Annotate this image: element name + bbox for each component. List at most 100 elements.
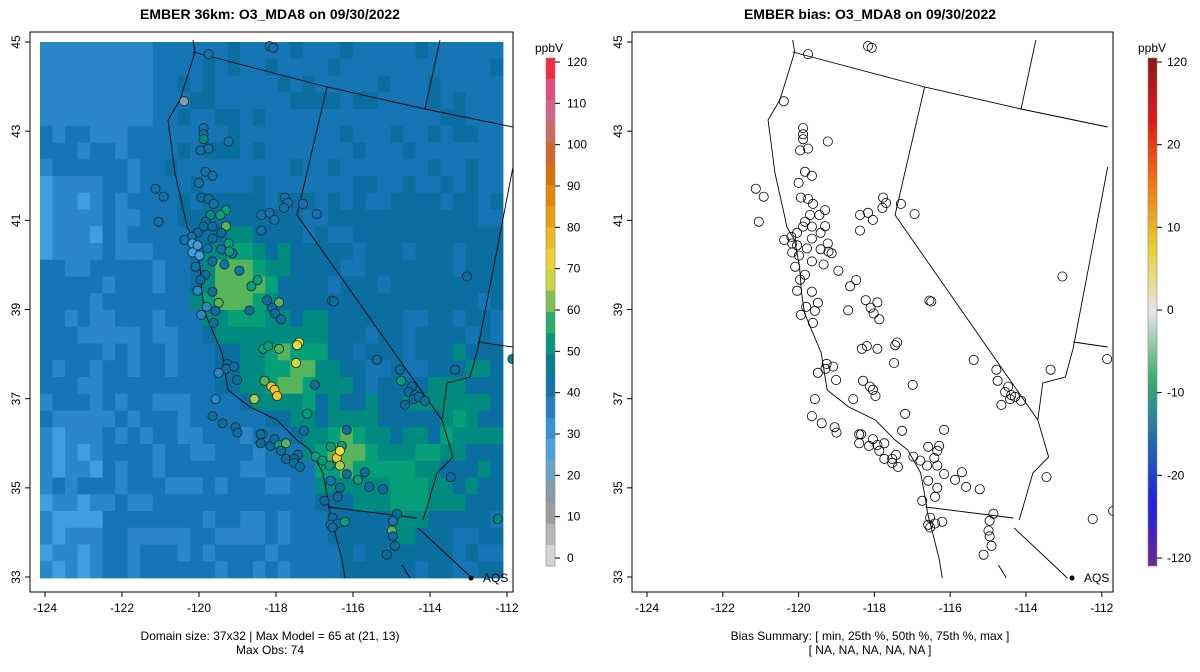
- grid-cell: [90, 75, 103, 93]
- grid-cell: [152, 92, 166, 110]
- grid-cell: [277, 527, 291, 545]
- grid-cell: [277, 92, 291, 110]
- grid-cell: [452, 192, 466, 210]
- grid-cell: [490, 209, 504, 227]
- grid-cell: [140, 293, 154, 311]
- grid-cell: [377, 226, 391, 244]
- grid-cell: [215, 92, 229, 110]
- grid-cell: [115, 444, 128, 462]
- station-marker: [332, 491, 343, 502]
- grid-cell: [315, 176, 329, 194]
- y-tick-label: 43: [9, 124, 23, 138]
- grid-cell: [102, 192, 116, 210]
- grid-cell: [327, 159, 341, 177]
- grid-cell: [52, 511, 66, 529]
- grid-cell: [377, 410, 391, 428]
- grid-cell: [465, 75, 479, 93]
- grid-cell: [77, 42, 91, 60]
- station-marker: [256, 225, 267, 236]
- grid-cell: [465, 109, 479, 127]
- grid-cell: [90, 310, 103, 328]
- grid-cell: [290, 527, 304, 545]
- grid-cell: [440, 176, 454, 194]
- grid-cell: [227, 75, 241, 93]
- grid-cell: [202, 544, 216, 562]
- grid-cell: [177, 109, 191, 127]
- grid-cell: [90, 427, 103, 445]
- grid-cell: [227, 310, 241, 328]
- grid-cell: [477, 125, 491, 143]
- station-marker: [210, 305, 221, 316]
- grid-cell: [127, 125, 141, 143]
- grid-cell: [427, 326, 441, 344]
- y-tick-label: 33: [611, 570, 625, 584]
- grid-cell: [402, 494, 416, 512]
- grid-cell: [240, 477, 254, 495]
- grid-cell: [115, 427, 128, 445]
- grid-cell: [252, 125, 266, 143]
- grid-cell: [340, 544, 354, 562]
- grid-cell: [102, 460, 116, 478]
- grid-cell: [52, 410, 66, 428]
- grid-cell: [390, 192, 404, 210]
- grid-cell: [152, 494, 166, 512]
- grid-cell: [40, 310, 53, 328]
- grid-cell: [202, 75, 216, 93]
- grid-cell: [490, 276, 504, 294]
- grid-cell: [352, 377, 366, 395]
- grid-cell: [302, 226, 316, 244]
- colorbar-segment: [546, 544, 555, 567]
- station-marker: [255, 438, 266, 449]
- bias-station-marker: [833, 265, 844, 276]
- grid-cell: [452, 142, 466, 160]
- x-tick-label: -124: [33, 601, 57, 615]
- colorbar-segment: [546, 460, 555, 482]
- grid-cell: [215, 444, 229, 462]
- bias-station-marker: [932, 482, 943, 493]
- grid-cell: [152, 527, 166, 545]
- grid-cell: [65, 125, 78, 143]
- bias-station-marker: [974, 484, 985, 495]
- grid-cell: [40, 427, 53, 445]
- grid-cell: [115, 326, 128, 344]
- grid-cell: [490, 444, 504, 462]
- grid-cell: [440, 42, 454, 60]
- colorbar-segment: [546, 227, 555, 249]
- grid-cell: [40, 393, 53, 411]
- grid-cell: [352, 243, 366, 261]
- state-borders: [767, 39, 1109, 579]
- grid-cell: [340, 326, 354, 344]
- grid-cell: [427, 293, 441, 311]
- station-marker: [195, 274, 206, 285]
- grid-cell: [115, 125, 128, 143]
- grid-cell: [440, 310, 454, 328]
- station-marker: [327, 522, 338, 533]
- station-marker: [228, 361, 239, 372]
- grid-cell: [390, 326, 404, 344]
- bias-station-marker: [978, 549, 989, 560]
- grid-cell: [240, 109, 254, 127]
- grid-cell: [165, 377, 179, 395]
- grid-cell: [490, 293, 504, 311]
- grid-cell: [152, 310, 166, 328]
- grid-cell: [65, 326, 78, 344]
- grid-cell: [365, 192, 379, 210]
- grid-cell: [390, 142, 404, 160]
- grid-cell: [177, 209, 191, 227]
- grid-cell: [65, 159, 78, 177]
- grid-cell: [65, 192, 78, 210]
- grid-cell: [415, 427, 429, 445]
- grid-cell: [427, 92, 441, 110]
- grid-cell: [127, 444, 141, 462]
- grid-cell: [40, 226, 53, 244]
- grid-cell: [252, 494, 266, 512]
- grid-cell: [190, 393, 204, 411]
- station-marker: [359, 467, 370, 478]
- bias-station-marker: [795, 192, 806, 203]
- grid-cell: [102, 427, 116, 445]
- bias-station-marker: [991, 364, 1002, 375]
- grid-cell: [265, 460, 279, 478]
- bias-station-marker: [983, 525, 994, 536]
- grid-cell: [390, 343, 404, 361]
- grid-cell: [115, 477, 128, 495]
